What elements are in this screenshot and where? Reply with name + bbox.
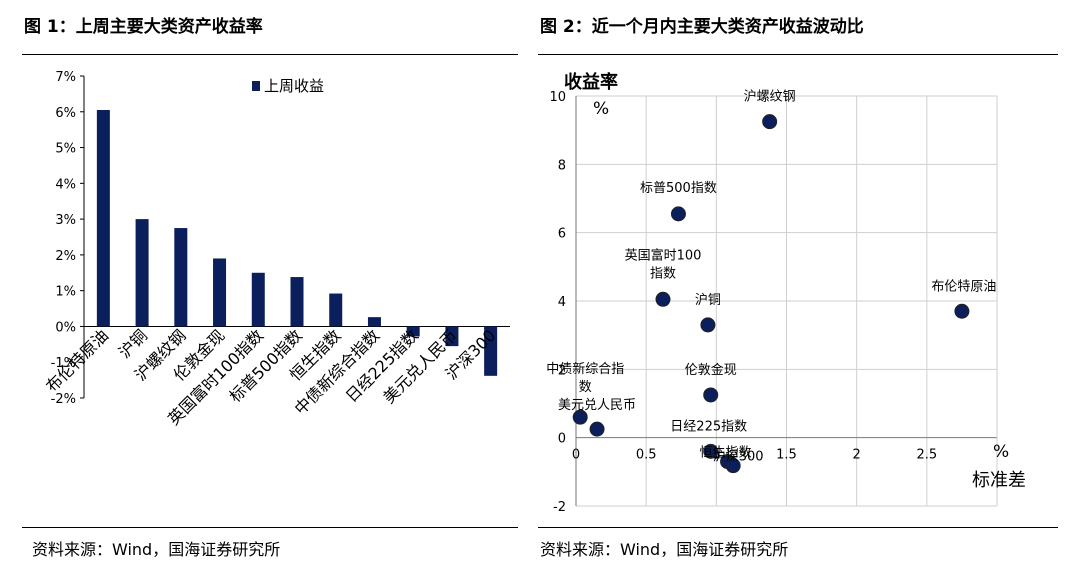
scatter-point — [700, 317, 716, 333]
y-axis-title: 收益率 — [564, 71, 618, 93]
left-bottom-rule — [22, 527, 518, 528]
scatter-point — [703, 387, 719, 403]
point-label: 指数 — [650, 266, 676, 281]
scatter-point — [589, 421, 605, 437]
x-axis-unit: % — [993, 442, 1009, 462]
scatter-point — [762, 114, 778, 130]
y-tick-label: 7% — [55, 70, 76, 85]
right-source-note: 资料来源：Wind，国海证券研究所 — [540, 540, 789, 559]
legend-label: 上周收益 — [264, 77, 324, 95]
x-tick-label: 0.5 — [636, 448, 657, 463]
bar — [406, 326, 420, 337]
point-label: 日经225指数 — [670, 419, 747, 434]
point-label: 中债新综合指 — [546, 361, 624, 377]
point-label: 伦敦金现 — [685, 362, 737, 378]
y-axis-unit: % — [593, 99, 609, 119]
point-label: 沪深300 — [713, 449, 764, 465]
y-tick-label: -2 — [553, 500, 566, 515]
bar — [96, 109, 110, 327]
scatter-point — [703, 443, 719, 459]
x-tick-label: 2 — [853, 448, 861, 463]
x-tick-label: 2.5 — [916, 448, 937, 463]
y-tick-label: 8 — [558, 158, 566, 173]
y-tick-label: 1% — [55, 285, 76, 300]
right-top-rule — [538, 54, 1058, 55]
bar — [329, 293, 343, 327]
y-tick-label: 6% — [55, 106, 76, 121]
x-tick-label: 0 — [572, 448, 580, 463]
right-figure-title: 图 2：近一个月内主要大类资产收益波动比 — [540, 17, 864, 37]
bar-chart: 7%6%5%4%3%2%1%0%-1%-2%布伦特原油 沪铜沪螺纹钢伦敦金现英国富… — [42, 70, 510, 429]
point-label: 标普500指数 — [640, 181, 717, 196]
scatter-point — [655, 291, 671, 307]
y-tick-label: 10 — [549, 90, 566, 105]
y-tick-label: 3% — [55, 213, 76, 228]
y-tick-label: 5% — [55, 142, 76, 157]
point-label: 数 — [579, 380, 592, 395]
bar — [367, 317, 381, 327]
y-tick-label: -2% — [51, 392, 76, 407]
scatter-point — [725, 458, 741, 474]
y-tick-label: 2 — [558, 363, 566, 378]
bar — [174, 228, 188, 327]
bar — [213, 258, 227, 327]
y-tick-label: 0% — [55, 320, 76, 335]
bar — [290, 277, 304, 327]
bar — [445, 326, 459, 347]
left-figure-title: 图 1：上周主要大类资产收益率 — [24, 17, 263, 37]
scatter-point — [954, 303, 970, 319]
point-label: 恒生指数 — [700, 446, 752, 461]
y-tick-label: 6 — [558, 227, 566, 242]
scatter-point — [572, 409, 588, 425]
y-tick-label: 0 — [558, 432, 566, 447]
point-label: 沪铜 — [695, 292, 721, 308]
y-tick-label: 4 — [558, 295, 566, 310]
scatter-point — [670, 206, 686, 222]
y-tick-label: 4% — [55, 177, 76, 192]
right-bottom-rule — [538, 527, 1058, 528]
point-label: 沪螺纹钢 — [744, 89, 796, 105]
bar — [484, 326, 498, 376]
bar — [251, 272, 265, 327]
point-label: 美元兑人民币 — [558, 398, 636, 413]
point-label: 布伦特原油 — [931, 279, 996, 294]
left-top-rule — [22, 54, 518, 55]
left-source-note: 资料来源：Wind，国海证券研究所 — [32, 540, 281, 559]
y-tick-label: 2% — [55, 249, 76, 264]
x-tick-label: 1.5 — [776, 448, 797, 463]
y-tick-label: -1% — [51, 356, 76, 371]
point-label: 英国富时100 — [625, 247, 702, 263]
scatter-chart: 1086420-200.511.522.5收益率%%标准差沪螺纹钢标普500指数… — [546, 71, 1026, 515]
bar — [135, 219, 149, 327]
legend-swatch — [252, 81, 260, 91]
x-axis-title: 标准差 — [972, 470, 1026, 491]
